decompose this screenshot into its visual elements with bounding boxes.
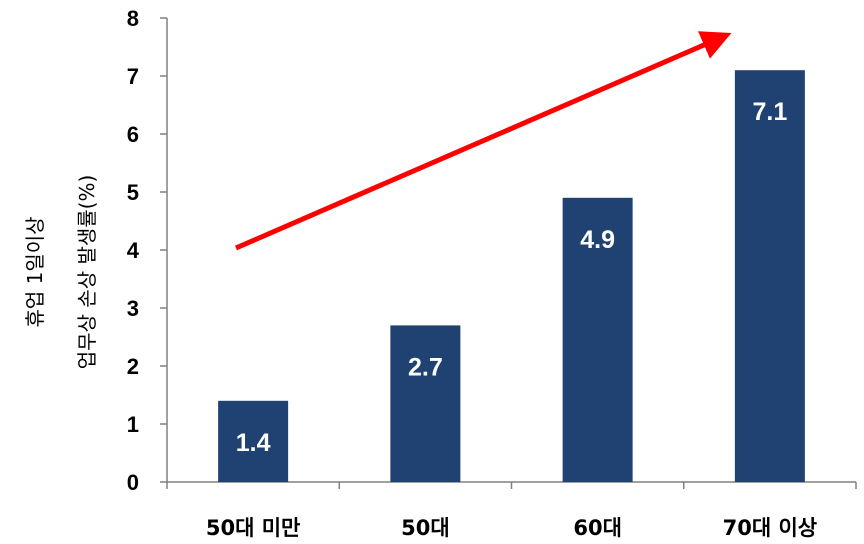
- bars: [218, 70, 805, 483]
- y-axis-title-line-1: 휴업 1일이상: [23, 216, 47, 327]
- category-labels: 50대 미만 50대 60대 70대 이상: [206, 516, 817, 540]
- data-label: 2.7: [408, 353, 443, 381]
- bar: [218, 400, 289, 482]
- y-tick-label: 1: [127, 412, 139, 437]
- y-ticks: 0 1 2 3 4 5 6 7 8: [127, 6, 167, 495]
- y-axis-title-line-2: 업무상 손상 발생률(%): [75, 175, 99, 370]
- trend-arrow: [235, 31, 732, 251]
- y-tick-label: 3: [127, 296, 139, 321]
- x-category-label: 70대 이상: [723, 516, 818, 540]
- data-label: 4.9: [580, 226, 615, 254]
- data-labels: 1.4 2.7 4.9 7.1: [236, 98, 788, 457]
- y-tick-label: 2: [127, 354, 139, 379]
- y-tick-label: 4: [127, 238, 140, 263]
- y-tick-label: 0: [127, 470, 139, 495]
- bar: [734, 70, 805, 482]
- y-tick-label: 8: [127, 6, 139, 31]
- x-category-label: 50대: [401, 516, 450, 540]
- bar: [562, 197, 633, 483]
- y-tick-label: 6: [127, 122, 139, 147]
- y-tick-label: 5: [127, 180, 139, 205]
- y-tick-label: 7: [127, 64, 139, 89]
- data-label: 7.1: [752, 98, 787, 126]
- x-category-label: 50대 미만: [206, 516, 301, 540]
- y-axis-title: 휴업 1일이상 업무상 손상 발생률(%): [23, 175, 99, 370]
- x-ticks: [166, 482, 857, 489]
- bar: [390, 325, 461, 482]
- data-label: 1.4: [236, 429, 271, 457]
- x-category-label: 60대: [573, 516, 622, 540]
